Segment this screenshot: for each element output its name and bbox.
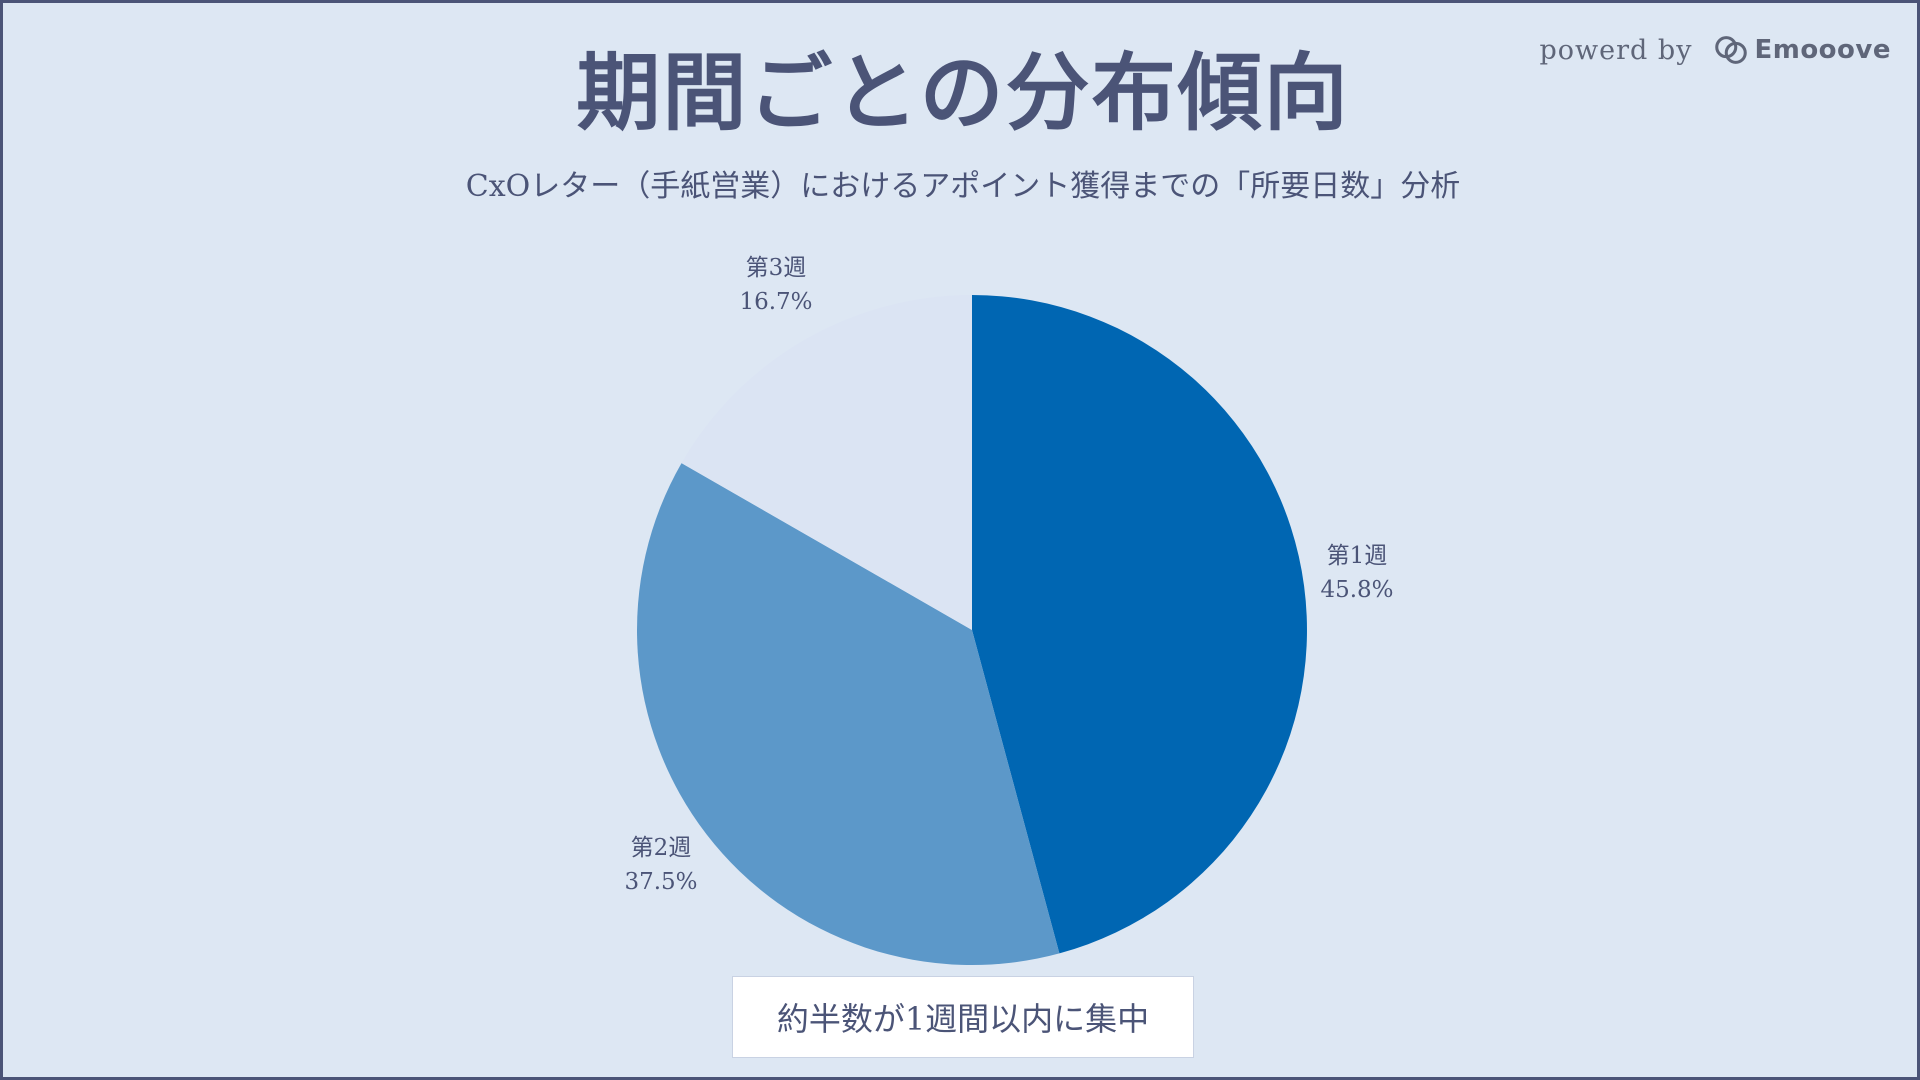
slice-label-week-3: 第3週 — [746, 255, 807, 281]
slice-label-week-2: 第2週 — [631, 835, 692, 861]
pie-slice-week-1 — [972, 295, 1307, 954]
brand-name: Emooove — [1754, 35, 1891, 65]
pie-slices — [637, 295, 1307, 965]
slice-label-week-1: 第1週 — [1327, 543, 1388, 569]
pie-slice-week-2 — [637, 463, 1060, 965]
powered-by: powerd by Emooove — [1540, 31, 1891, 69]
slice-value-week-1: 45.8% — [1320, 577, 1393, 603]
page-title: 期間ごとの分布傾向 — [576, 43, 1350, 142]
pie-chart: 第1週 45.8% 第2週 37.5% 第3週 16.7% — [624, 255, 1394, 965]
page-subtitle: CxOレター（手紙営業）におけるアポイント獲得までの「所要日数」分析 — [465, 169, 1461, 204]
emooove-logo-icon — [1715, 36, 1748, 64]
pie-slice-week-3 — [681, 295, 972, 630]
powered-by-label: powerd by — [1539, 34, 1693, 66]
pie-labels: 第1週 45.8% 第2週 37.5% 第3週 16.7% — [624, 255, 1393, 895]
callout-text: 約半数が1週間以内に集中 — [776, 1000, 1150, 1038]
callout-box: 約半数が1週間以内に集中 — [732, 976, 1194, 1058]
slice-value-week-3: 16.7% — [739, 289, 812, 315]
brand-logo: Emooove — [1712, 31, 1891, 69]
slice-value-week-2: 37.5% — [624, 869, 697, 895]
